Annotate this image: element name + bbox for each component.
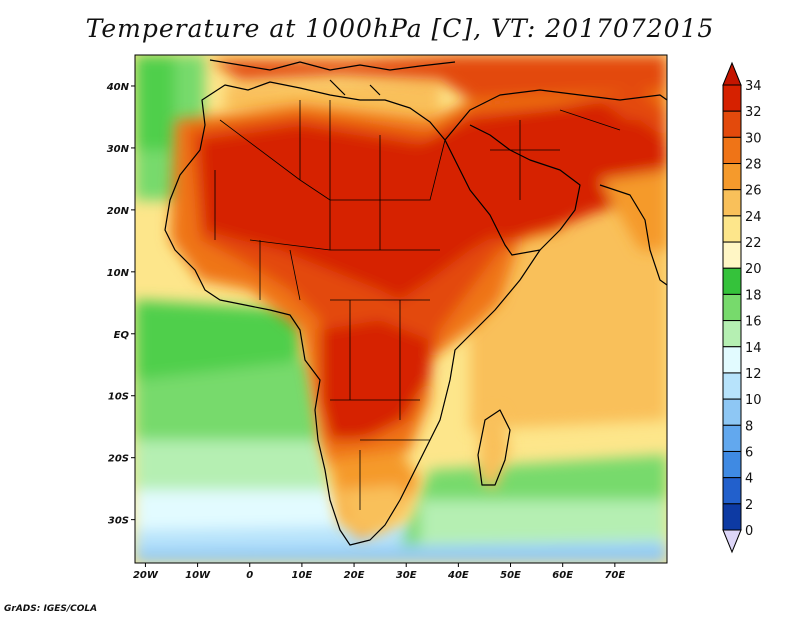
europe-coastline bbox=[209, 59, 456, 96]
colorbar-bin bbox=[722, 136, 742, 165]
border-north-africa bbox=[219, 119, 446, 201]
colorbar-bin bbox=[722, 163, 742, 191]
colorbar-bin bbox=[722, 267, 742, 295]
map-field bbox=[135, 55, 667, 563]
colorbar-under-triangle bbox=[722, 529, 742, 554]
lat-tick-label: 10S bbox=[108, 392, 129, 403]
colorbar-bin bbox=[722, 320, 742, 348]
colorbar-bin bbox=[722, 424, 742, 452]
lat-tick-label: 20N bbox=[107, 206, 130, 217]
central-africa-hot-field bbox=[320, 320, 430, 440]
lon-tick-label: 40E bbox=[447, 570, 469, 581]
colorbar-bin bbox=[722, 241, 742, 269]
north-atlantic-cool-field bbox=[135, 55, 175, 150]
grads-credit: GrADS: IGES/COLA bbox=[4, 604, 98, 614]
colorbar-label: 22 bbox=[745, 236, 762, 251]
lon-tick-label: 60E bbox=[552, 570, 573, 581]
lat-tick-label: 30S bbox=[108, 516, 129, 527]
colorbar-label: 28 bbox=[745, 158, 762, 173]
colorbar-bin bbox=[722, 293, 742, 322]
colorbar-label: 14 bbox=[745, 341, 762, 356]
colorbar-label: 24 bbox=[745, 210, 762, 225]
latitude-axis: 40N 30N 20N 10N EQ 10S 20S 30S bbox=[106, 82, 135, 527]
lat-tick-label: 30N bbox=[107, 144, 130, 155]
colorbar-bin bbox=[722, 450, 742, 479]
map-title: Temperature at 1000hPa [C], VT: 20170720… bbox=[85, 14, 715, 43]
colorbar-label: 26 bbox=[745, 184, 762, 199]
border-central-south bbox=[330, 299, 430, 510]
lat-tick-label: 20S bbox=[108, 454, 129, 465]
india-coastline bbox=[599, 184, 667, 286]
indian-ocean-cool-field bbox=[420, 500, 667, 545]
colorbar-bin bbox=[722, 189, 742, 217]
madagascar-coastline bbox=[477, 409, 511, 486]
colorbar-label: 12 bbox=[745, 367, 762, 382]
colorbar-label: 10 bbox=[745, 393, 762, 408]
colorbar-bin bbox=[722, 84, 742, 112]
colorbar-label: 16 bbox=[745, 315, 762, 330]
colorbar-label: 20 bbox=[745, 262, 762, 277]
colorbar-label: 30 bbox=[745, 131, 762, 146]
country-borders bbox=[214, 100, 621, 510]
southern-ocean-coldest-field bbox=[135, 545, 667, 563]
colorbar-label: 6 bbox=[745, 445, 753, 460]
europe-warm-field bbox=[210, 55, 667, 100]
madagascar-field bbox=[478, 410, 510, 490]
plot-frame bbox=[134, 54, 668, 564]
colorbar-label: 18 bbox=[745, 288, 762, 303]
lon-tick-label: 30E bbox=[396, 570, 417, 581]
colorbar-label: 34 bbox=[745, 79, 762, 94]
coastlines bbox=[164, 59, 667, 546]
lat-tick-label: EQ bbox=[114, 330, 130, 341]
arabia-coastline bbox=[444, 89, 667, 251]
colorbar-bin bbox=[722, 477, 742, 505]
colorbar-label: 2 bbox=[745, 498, 753, 513]
colorbar-label: 4 bbox=[745, 472, 753, 487]
colorbar-bin bbox=[722, 398, 742, 426]
border-middle-east bbox=[490, 109, 621, 200]
colorbar-label: 32 bbox=[745, 105, 762, 120]
longitude-axis: 20W 10W 0 10E 20E 30E 40E 50E 60E 70E bbox=[133, 563, 625, 581]
colorbar-bin bbox=[722, 372, 742, 400]
lon-tick-label: 20E bbox=[344, 570, 365, 581]
colorbar-bin bbox=[722, 215, 742, 243]
border-sahel bbox=[214, 100, 440, 301]
colorbar-over-triangle bbox=[722, 61, 742, 86]
lon-tick-label: 70E bbox=[604, 570, 625, 581]
colorbar-label: 0 bbox=[745, 524, 753, 539]
colorbar-bin bbox=[722, 346, 742, 374]
africa-coastline bbox=[164, 81, 541, 546]
colorbar-label: 8 bbox=[745, 419, 753, 434]
lon-tick-label: 50E bbox=[500, 570, 521, 581]
gulf-of-guinea-cool-field bbox=[135, 300, 300, 380]
southern-africa-cool-field bbox=[340, 485, 410, 535]
lon-tick-label: 20W bbox=[133, 570, 159, 581]
lat-tick-label: 10N bbox=[107, 268, 130, 279]
colorbar-bin bbox=[722, 110, 742, 138]
lat-tick-label: 40N bbox=[106, 82, 130, 93]
colorbar-bin bbox=[722, 503, 742, 531]
lon-tick-label: 10E bbox=[292, 570, 313, 581]
lon-tick-label: 10W bbox=[185, 570, 211, 581]
lon-tick-label: 0 bbox=[246, 570, 253, 581]
